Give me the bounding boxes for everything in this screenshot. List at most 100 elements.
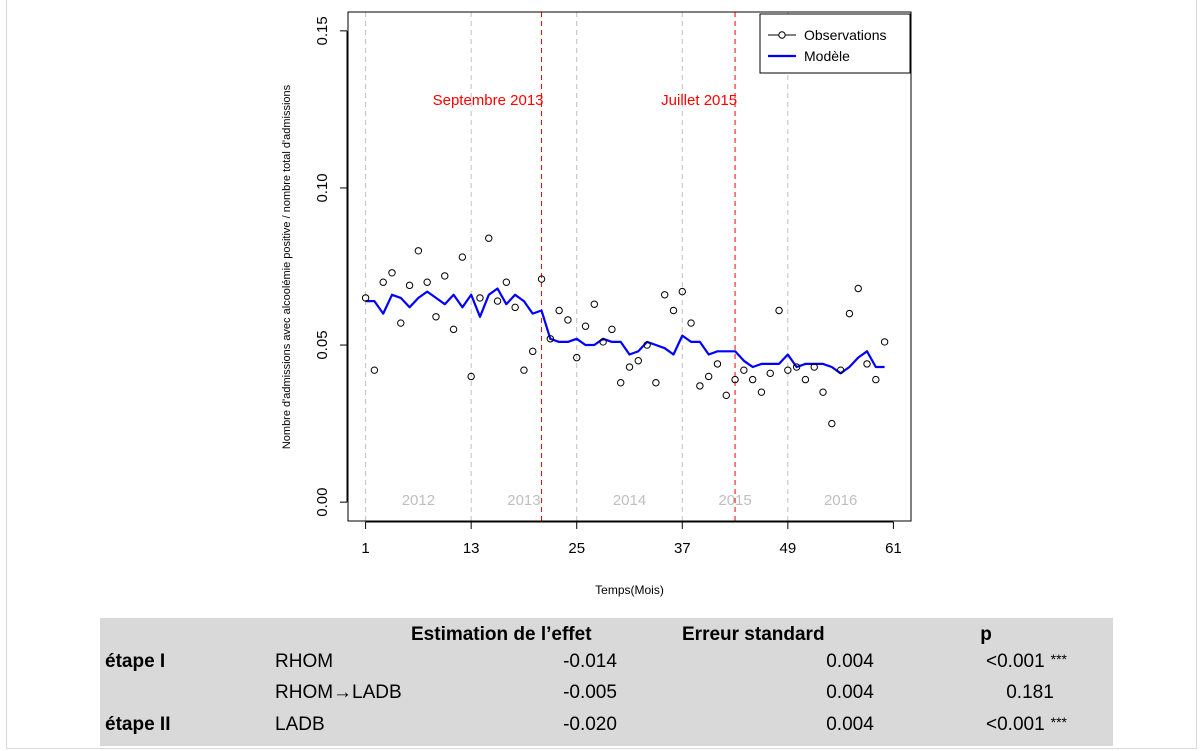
observation-point <box>828 419 836 428</box>
significance-stars: *** <box>1050 714 1068 730</box>
observation-point <box>405 281 414 290</box>
x-tick-label: 37 <box>674 540 691 557</box>
observation-point <box>467 372 475 381</box>
y-axis-label: Nombre d'admissions avec alcoolémie posi… <box>281 84 293 449</box>
observation-point <box>731 375 739 384</box>
row-p: <0.001 *** <box>986 714 1067 736</box>
event-label: Septembre 2013 <box>433 92 544 109</box>
legend-observations-marker <box>778 31 786 39</box>
x-axis-label: Temps(Mois) <box>595 583 664 597</box>
observation-point <box>414 247 423 255</box>
observation-point <box>379 278 387 286</box>
observation-point <box>476 294 484 302</box>
observation-point <box>766 369 774 378</box>
p-value: <0.001 <box>986 651 1045 672</box>
observation-point <box>863 360 871 368</box>
row-std-error: 0.004 <box>826 682 874 703</box>
y-tick-label: 0.05 <box>314 330 331 359</box>
observation-point <box>792 363 801 371</box>
row-estimate: -0.005 <box>563 682 617 703</box>
x-tick-label: 13 <box>463 540 480 557</box>
year-label: 2014 <box>613 492 646 509</box>
header-estimate: Estimation de l’effet <box>411 624 592 645</box>
observation-point <box>432 313 440 321</box>
observation-point <box>757 388 766 396</box>
observation-point <box>493 297 502 305</box>
row-term: LADB <box>275 714 325 735</box>
legend-observations-label: Observations <box>804 27 886 43</box>
observation-point <box>485 234 493 242</box>
observation-point <box>810 363 818 371</box>
observation-point <box>581 322 590 330</box>
year-label: 2013 <box>507 492 540 509</box>
observation-point <box>722 391 730 400</box>
event-label: Juillet 2015 <box>661 92 737 109</box>
observation-point <box>660 291 669 299</box>
observation-point <box>370 366 379 374</box>
observation-point <box>625 363 634 371</box>
observation-point <box>775 306 783 315</box>
observation-point <box>573 353 581 362</box>
legend-model-label: Modèle <box>804 48 850 64</box>
observation-point <box>397 319 405 327</box>
header-p: p <box>980 624 992 645</box>
header-std-error: Erreur standard <box>682 624 825 645</box>
observation-point <box>801 375 810 384</box>
observation-point <box>784 366 792 374</box>
observation-point <box>520 366 528 374</box>
observation-point <box>546 335 555 343</box>
x-tick-label: 61 <box>885 540 902 557</box>
p-value: <0.001 <box>986 714 1045 735</box>
observation-point <box>880 338 889 346</box>
row-term: RHOM→LADB <box>275 682 402 703</box>
figure-frame <box>6 0 1197 749</box>
observation-point <box>449 325 458 334</box>
observation-point <box>748 375 757 384</box>
observation-point <box>441 272 449 280</box>
y-tick-label: 0.10 <box>314 173 331 202</box>
observation-point <box>669 306 678 315</box>
observation-point <box>643 341 651 349</box>
year-label: 2016 <box>824 492 857 509</box>
observation-point <box>599 338 607 346</box>
observation-point <box>819 388 827 396</box>
observation-point <box>423 278 431 286</box>
observation-point <box>529 347 537 356</box>
p-value: 0.181 <box>1006 682 1054 703</box>
model-series-line <box>365 287 885 375</box>
observation-point <box>361 294 370 302</box>
row-stage: étape I <box>105 651 166 672</box>
row-std-error: 0.004 <box>826 651 874 672</box>
observation-point <box>678 287 686 296</box>
observation-point <box>652 379 660 387</box>
row-estimate: -0.020 <box>563 714 617 735</box>
row-estimate: -0.014 <box>563 651 617 672</box>
significance-stars: *** <box>1050 651 1068 667</box>
plot-area-border <box>347 11 912 522</box>
row-term: RHOM <box>275 651 334 672</box>
observation-point <box>458 253 467 261</box>
observation-point <box>740 366 748 374</box>
row-stage: étape II <box>105 714 171 735</box>
y-tick-label: 0.15 <box>314 16 331 45</box>
observation-point <box>608 325 616 334</box>
observation-point <box>617 379 625 387</box>
year-label: 2012 <box>402 492 435 509</box>
y-tick-label: 0.00 <box>314 488 331 517</box>
observation-point <box>537 275 546 283</box>
x-tick-label: 25 <box>568 540 585 557</box>
observation-point <box>696 382 704 390</box>
observation-point <box>511 303 519 312</box>
observation-point <box>836 366 845 374</box>
row-std-error: 0.004 <box>826 714 874 735</box>
observation-point <box>845 309 854 318</box>
observation-point <box>704 372 713 381</box>
legend-box <box>759 13 911 74</box>
observation-point <box>872 375 880 384</box>
observation-point <box>854 284 862 293</box>
observation-point <box>502 278 511 286</box>
observation-point <box>388 269 396 277</box>
results-table: Estimation de l’effet Erreur standard p … <box>100 618 1113 746</box>
observation-point <box>564 316 572 324</box>
